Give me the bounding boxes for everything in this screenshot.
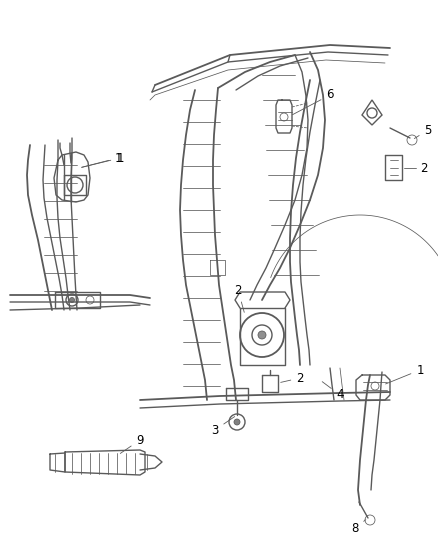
Text: 1: 1 <box>82 151 122 167</box>
Text: 2: 2 <box>420 161 427 174</box>
Circle shape <box>70 297 74 303</box>
Text: 2: 2 <box>234 284 244 312</box>
Text: 5: 5 <box>414 124 432 139</box>
Text: 9: 9 <box>120 433 144 454</box>
Text: 3: 3 <box>211 417 235 437</box>
Circle shape <box>258 331 266 339</box>
Circle shape <box>234 419 240 425</box>
Text: 8: 8 <box>351 520 366 533</box>
Text: 2: 2 <box>281 372 304 384</box>
Text: 4: 4 <box>322 382 344 401</box>
Text: 1: 1 <box>385 364 424 384</box>
Text: 6: 6 <box>293 88 334 115</box>
Text: 1: 1 <box>82 151 124 167</box>
